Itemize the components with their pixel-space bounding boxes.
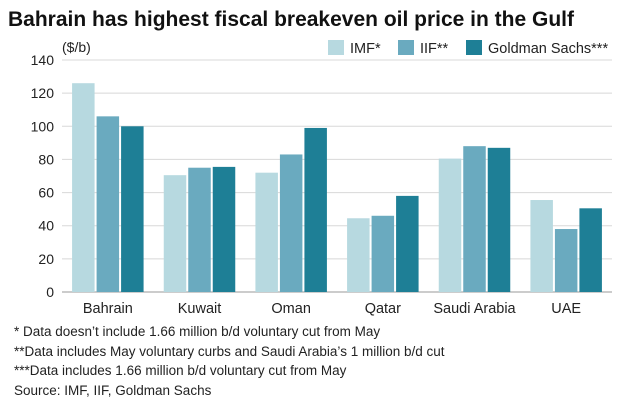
bar-oman-1 bbox=[279, 154, 303, 292]
bar-oman-0 bbox=[255, 172, 278, 292]
legend-label: Goldman Sachs*** bbox=[488, 41, 608, 57]
bar-saudi-arabia-2 bbox=[487, 147, 511, 292]
y-axis-ticks: 0 20 40 60 80 100 120 140 bbox=[31, 52, 55, 300]
bar-uae-2 bbox=[579, 208, 602, 292]
x-tick-label: Kuwait bbox=[178, 301, 222, 317]
x-tick-label: Oman bbox=[271, 301, 311, 317]
x-tick-label: UAE bbox=[551, 301, 581, 317]
y-tick-label: 120 bbox=[31, 85, 55, 101]
footnote-iif: **Data includes May voluntary curbs and … bbox=[14, 343, 445, 359]
footnotes: * Data doesn’t include 1.66 million b/d … bbox=[14, 322, 444, 400]
legend-swatch bbox=[466, 40, 482, 55]
gridlines bbox=[62, 59, 612, 293]
x-axis-ticks: Bahrain Kuwait Oman Qatar Saudi Arabia UAE bbox=[83, 301, 582, 317]
y-axis-label: ($/b) bbox=[62, 39, 91, 55]
y-tick-label: 60 bbox=[38, 185, 54, 201]
bar-qatar-0 bbox=[347, 218, 370, 292]
bars bbox=[72, 83, 602, 293]
bar-saudi-arabia-1 bbox=[463, 146, 486, 292]
legend: IMF* IIF** Goldman Sachs*** bbox=[328, 40, 608, 57]
x-tick-label: Qatar bbox=[365, 301, 401, 317]
bar-kuwait-0 bbox=[163, 175, 187, 292]
y-tick-label: 80 bbox=[38, 151, 54, 167]
y-tick-label: 100 bbox=[31, 118, 55, 134]
bar-uae-1 bbox=[554, 229, 578, 292]
bar-oman-2 bbox=[304, 127, 327, 292]
y-tick-label: 140 bbox=[31, 52, 55, 68]
source-note: Source: IMF, IIF, Goldman Sachs bbox=[14, 382, 212, 398]
bar-kuwait-2 bbox=[212, 166, 236, 292]
bar-qatar-1 bbox=[371, 215, 395, 292]
y-tick-label: 40 bbox=[38, 218, 54, 234]
bar-uae-0 bbox=[530, 200, 553, 292]
bar-qatar-2 bbox=[396, 195, 419, 292]
footnote-imf: * Data doesn’t include 1.66 million b/d … bbox=[14, 324, 381, 339]
y-tick-label: 20 bbox=[38, 251, 54, 267]
bar-kuwait-1 bbox=[188, 167, 211, 292]
legend-swatch bbox=[328, 40, 344, 55]
chart-title: Bahrain has highest fiscal breakeven oil… bbox=[8, 8, 575, 31]
bar-bahrain-0 bbox=[72, 83, 95, 292]
legend-label: IMF* bbox=[350, 41, 381, 57]
legend-swatch bbox=[398, 40, 414, 55]
legend-label: IIF** bbox=[420, 41, 449, 57]
bar-bahrain-1 bbox=[96, 116, 120, 292]
bar-saudi-arabia-0 bbox=[438, 158, 462, 292]
x-tick-label: Saudi Arabia bbox=[433, 301, 516, 317]
bar-bahrain-2 bbox=[121, 126, 144, 293]
footnote-goldman: ***Data includes 1.66 million b/d volunt… bbox=[14, 363, 347, 378]
y-tick-label: 0 bbox=[46, 284, 54, 300]
x-tick-label: Bahrain bbox=[83, 301, 133, 317]
